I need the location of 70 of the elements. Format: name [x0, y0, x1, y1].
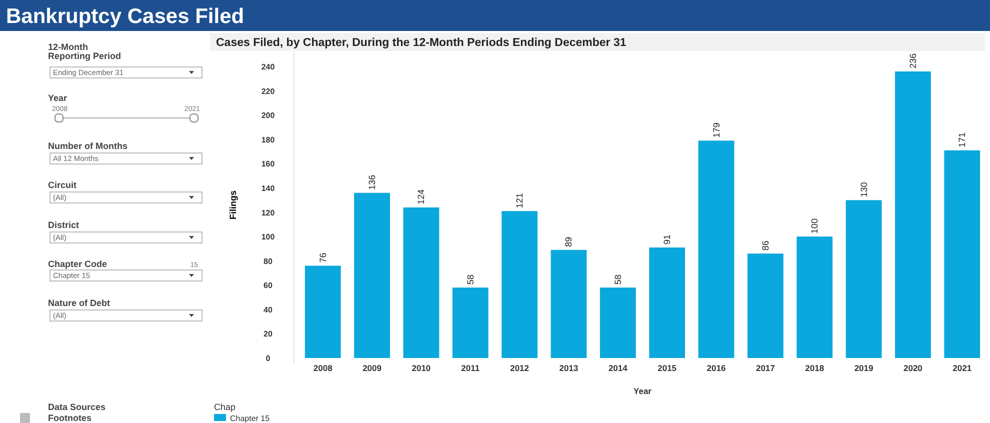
text: Nature of Debt — [48, 298, 110, 308]
data-label: 91 — [662, 234, 672, 244]
data-label: 171 — [957, 132, 968, 148]
y-tick-label: 180 — [261, 135, 276, 144]
bar — [944, 150, 980, 358]
text: Data Sources — [48, 402, 106, 412]
legend-label: Chapter 15 — [230, 414, 270, 423]
y-tick-label: 60 — [264, 281, 273, 290]
data-label: 89 — [564, 236, 574, 247]
y-axis-title: Filings — [228, 190, 238, 220]
y-tick-label: 140 — [261, 184, 276, 193]
x-tick-label: 2008 — [313, 363, 333, 373]
y-tick-label: 20 — [264, 330, 273, 339]
x-tick-label: 2012 — [510, 363, 530, 373]
data-label: 58 — [612, 274, 623, 285]
x-axis-title: Year — [634, 386, 652, 396]
text: Year — [48, 93, 68, 103]
bar — [452, 288, 488, 358]
chart-subtitle: Cases Filed, by Chapter, During the 12-Month Periods Ending December 31 — [216, 37, 627, 49]
x-tick-label: 2016 — [706, 363, 726, 373]
x-tick-label: 2021 — [952, 363, 972, 373]
text: Circuit — [48, 180, 77, 190]
bar — [747, 254, 784, 358]
y-tick-label: 100 — [261, 232, 276, 242]
bar — [403, 207, 440, 358]
bar — [304, 266, 341, 358]
text: Bankruptcy Cases Filed — [6, 5, 244, 28]
data-label: 136 — [367, 174, 378, 190]
x-tick-label: 2017 — [756, 363, 776, 373]
bar — [698, 140, 734, 358]
x-tick-label: 2010 — [412, 363, 431, 373]
bar — [502, 211, 538, 358]
data-label: 86 — [760, 240, 770, 251]
text: 12-Month Reporting Period — [48, 42, 122, 61]
x-tick-label: 2011 — [461, 363, 480, 373]
bar — [649, 248, 686, 358]
y-tick-label: 80 — [264, 256, 273, 266]
y-tick-label: 0 — [266, 354, 271, 363]
data-label: 179 — [711, 122, 722, 138]
bar — [846, 200, 882, 358]
bar — [600, 288, 636, 358]
data-label: 124 — [416, 189, 426, 204]
y-tick-label: 220 — [261, 86, 276, 96]
legend-title: Chap — [214, 402, 236, 412]
x-tick-label: 2020 — [904, 363, 923, 373]
text: Footnotes — [48, 413, 92, 423]
y-tick-label: 120 — [261, 208, 276, 218]
x-tick-label: 2018 — [805, 363, 824, 373]
y-tick-label: 200 — [261, 111, 276, 120]
text: Chapter Code — [48, 259, 108, 269]
data-label: 130 — [858, 182, 869, 198]
text: District — [48, 220, 80, 230]
data-label: 121 — [514, 193, 525, 208]
y-tick-label: 160 — [261, 160, 276, 169]
bar — [796, 236, 833, 358]
data-label: 236 — [908, 53, 918, 68]
data-label: 58 — [465, 274, 476, 285]
data-label: 76 — [318, 252, 328, 263]
bar — [354, 192, 390, 358]
x-tick-label: 2019 — [854, 363, 874, 373]
x-tick-label: 2015 — [658, 363, 677, 373]
x-tick-label: 2014 — [608, 363, 628, 373]
text: Number of Months — [48, 141, 128, 151]
y-tick-label: 40 — [264, 305, 273, 314]
bar — [895, 71, 931, 358]
x-tick-label: 2009 — [362, 363, 382, 373]
bar — [550, 250, 587, 358]
x-tick-label: 2013 — [559, 363, 578, 373]
y-tick-label: 240 — [261, 62, 276, 72]
data-label: 100 — [810, 218, 820, 234]
